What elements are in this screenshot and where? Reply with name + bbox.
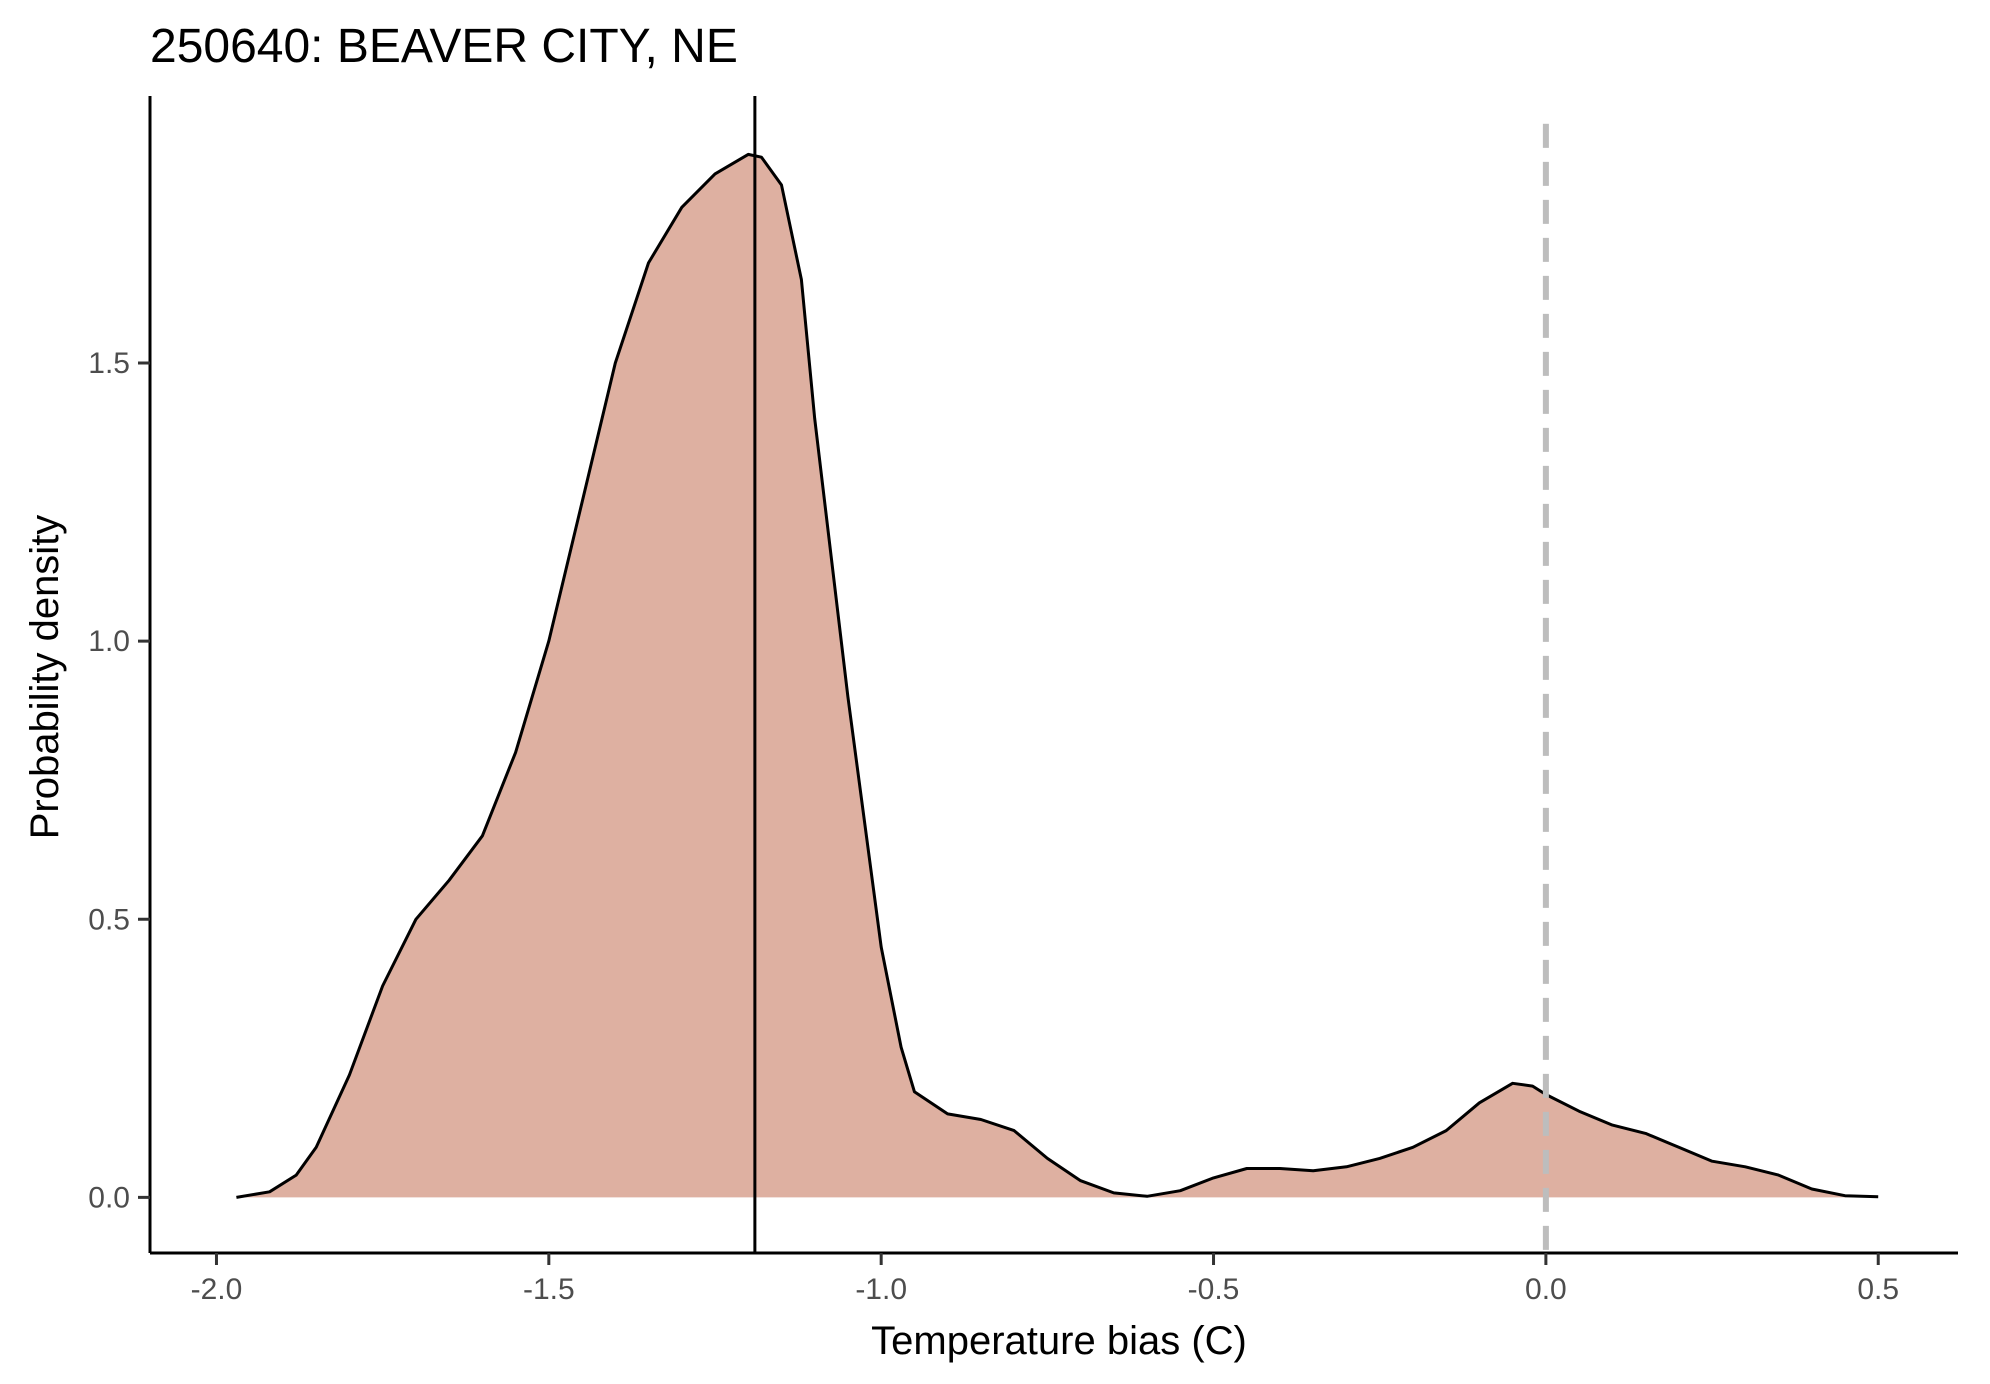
- x-tick-label: -1.0: [855, 1273, 907, 1306]
- y-tick-label: 1.0: [88, 625, 130, 658]
- y-tick-label: 0.0: [88, 1181, 130, 1214]
- y-axis-title: Probability density: [23, 515, 67, 840]
- density-curve: [236, 152, 1879, 1199]
- x-axis-title: Temperature bias (C): [871, 1319, 1247, 1363]
- axes: -2.0 -1.5 -1.0 -0.5 0.0 0.5 0.0 0.5 1.0 1.5: [88, 96, 1958, 1306]
- x-tick-label: 0.0: [1525, 1273, 1567, 1306]
- x-tick-label: -0.5: [1188, 1273, 1240, 1306]
- x-tick-label: -1.5: [523, 1273, 575, 1306]
- chart-title: 250640: BEAVER CITY, NE: [150, 20, 738, 73]
- x-tick-label: 0.5: [1857, 1273, 1899, 1306]
- y-tick-label: 0.5: [88, 903, 130, 936]
- density-area: [236, 154, 1879, 1198]
- x-tick-label: -2.0: [191, 1273, 243, 1306]
- y-tick-label: 1.5: [88, 347, 130, 380]
- plot-area: [236, 96, 1879, 1253]
